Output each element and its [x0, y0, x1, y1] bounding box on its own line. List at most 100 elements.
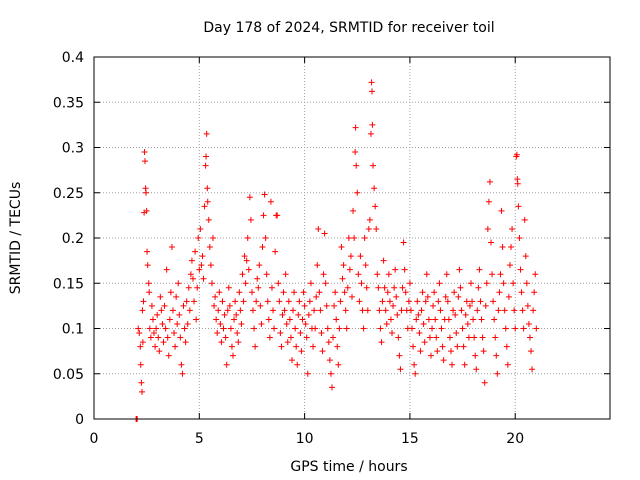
data-point: [378, 339, 385, 346]
data-point: [352, 124, 359, 131]
data-point: [256, 262, 263, 269]
data-point: [440, 357, 447, 364]
x-axis-label: GPS time / hours: [290, 459, 407, 475]
data-point: [491, 316, 498, 323]
data-point: [137, 343, 144, 350]
data-point: [245, 266, 252, 273]
data-point: [457, 284, 464, 291]
data-point: [360, 325, 367, 332]
data-point: [265, 316, 272, 323]
data-point: [484, 225, 491, 232]
data-point: [473, 366, 480, 373]
data-point: [462, 311, 469, 318]
data-point: [161, 302, 168, 309]
data-point: [469, 298, 476, 305]
data-point: [284, 339, 291, 346]
data-point: [282, 271, 289, 278]
x-tick-label: 5: [195, 431, 204, 447]
data-point: [156, 348, 163, 355]
data-point: [201, 203, 208, 210]
data-point: [419, 289, 426, 296]
data-point: [425, 316, 432, 323]
y-tick-label: 0.15: [53, 276, 84, 292]
data-point: [260, 212, 267, 219]
data-point: [307, 280, 314, 287]
data-point: [446, 334, 453, 341]
data-point: [224, 307, 231, 314]
data-point: [247, 216, 254, 223]
data-point: [288, 357, 295, 364]
data-point: [483, 280, 490, 287]
data-point: [182, 339, 189, 346]
data-point: [162, 325, 169, 332]
data-point: [277, 330, 284, 337]
data-point: [504, 361, 511, 368]
data-point: [283, 320, 290, 327]
data-point: [474, 307, 481, 314]
data-point: [258, 320, 265, 327]
data-point: [231, 316, 238, 323]
data-point: [384, 289, 391, 296]
data-point: [300, 289, 307, 296]
data-point: [275, 280, 282, 287]
data-point: [271, 325, 278, 332]
data-point: [149, 316, 156, 323]
data-point: [465, 334, 472, 341]
data-point: [385, 271, 392, 278]
data-point: [521, 216, 528, 223]
data-point: [522, 253, 529, 260]
data-point: [480, 348, 487, 355]
plot-frame: [93, 56, 611, 420]
data-point: [373, 225, 380, 232]
data-point: [206, 244, 213, 251]
data-point: [218, 339, 225, 346]
data-point: [529, 366, 536, 373]
data-point: [442, 293, 449, 300]
data-point: [253, 298, 260, 305]
data-point: [313, 293, 320, 300]
data-point: [152, 343, 159, 350]
data-point: [497, 271, 504, 278]
data-point: [193, 316, 200, 323]
chart-title: Day 178 of 2024, SRMTID for receiver toi…: [203, 20, 494, 36]
data-point: [163, 266, 170, 273]
data-point: [179, 370, 186, 377]
data-point: [241, 253, 248, 260]
data-point: [225, 284, 232, 291]
data-point: [294, 361, 301, 368]
data-point: [175, 280, 182, 287]
data-point: [361, 235, 368, 241]
data-point: [380, 257, 387, 264]
data-point: [349, 293, 355, 300]
y-tick-label: 0.2: [62, 231, 84, 247]
data-point: [533, 325, 540, 332]
y-tick-label: 0.35: [53, 95, 84, 111]
data-point: [334, 343, 341, 350]
data-point: [518, 289, 525, 296]
data-point: [430, 302, 437, 309]
data-point: [514, 180, 521, 187]
data-point: [450, 307, 457, 314]
data-point: [154, 311, 161, 318]
data-point: [233, 311, 240, 318]
data-point: [377, 325, 384, 332]
data-point: [320, 271, 327, 278]
data-point: [414, 298, 421, 305]
data-point: [524, 302, 531, 309]
data-point: [298, 348, 305, 355]
data-point: [251, 325, 258, 332]
data-point: [496, 289, 503, 296]
data-point: [476, 266, 483, 273]
data-point: [525, 320, 532, 327]
data-point: [338, 244, 345, 251]
data-point: [328, 384, 335, 391]
data-point: [387, 316, 394, 323]
data-point: [316, 289, 323, 296]
data-point: [326, 357, 333, 364]
data-point: [167, 289, 174, 296]
data-point: [485, 198, 492, 205]
data-point: [437, 307, 444, 314]
data-point: [451, 289, 458, 296]
data-point: [223, 361, 230, 368]
data-point: [472, 352, 479, 359]
